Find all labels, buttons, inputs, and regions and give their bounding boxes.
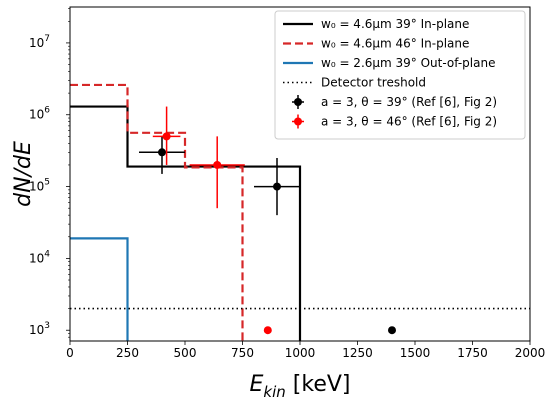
y-tick-label: 107 xyxy=(29,34,50,50)
data-point-4-0 xyxy=(158,148,166,157)
x-tick-label: 250 xyxy=(116,346,139,360)
x-tick-label: 0 xyxy=(66,346,74,360)
data-point-4-1 xyxy=(273,182,281,191)
data-point-5-2 xyxy=(263,326,272,335)
x-tick-label: 1500 xyxy=(400,346,431,360)
y-tick-label: 106 xyxy=(29,106,50,122)
plot-data-group xyxy=(70,83,530,341)
y-tick-label: 104 xyxy=(29,249,50,265)
axes-frame xyxy=(69,6,531,342)
legend-label-4: a = 3, θ = 39° (Ref [6], Fig 2) xyxy=(321,95,497,109)
x-tick-label: 1250 xyxy=(342,346,373,360)
legend-label-2: w₀ = 2.6μm 39° Out-of-plane xyxy=(321,56,495,70)
x-tick-label: 1750 xyxy=(457,346,488,360)
legend-label-3: Detector treshold xyxy=(321,76,426,90)
legend-swatch-marker xyxy=(294,98,302,106)
legend-label-1: w₀ = 4.6μm 46° In-plane xyxy=(321,37,469,51)
legend-swatch-marker xyxy=(294,117,302,126)
x-tick-label: 2000 xyxy=(515,346,546,360)
series-line-1 xyxy=(70,83,244,341)
legend-label-0: w₀ = 4.6μm 39° In-plane xyxy=(321,17,469,31)
x-tick-label: 500 xyxy=(174,346,197,360)
data-point-5-1 xyxy=(213,160,222,169)
y-axis-label: dN/dE xyxy=(11,141,36,207)
series-line-2 xyxy=(70,237,129,341)
x-tick-label: 1000 xyxy=(285,346,316,360)
legend-label-5: a = 3, θ = 46° (Ref [6], Fig 2) xyxy=(321,115,497,129)
y-tick-label: 103 xyxy=(29,321,50,337)
legend-box xyxy=(274,10,526,140)
data-point-4-2 xyxy=(388,326,396,335)
series-line-0 xyxy=(70,105,302,341)
x-tick-label: 750 xyxy=(231,346,254,360)
data-point-5-0 xyxy=(162,132,171,141)
x-axis-label: Ekin [keV] xyxy=(250,372,351,401)
